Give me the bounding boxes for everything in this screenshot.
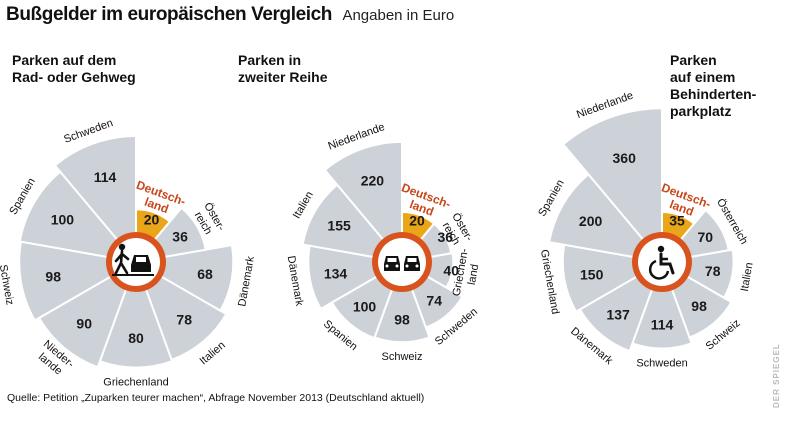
chart-1-value-schweiz: 98	[394, 312, 410, 328]
chart-1-value-deutschland: 20	[409, 213, 425, 229]
chart-1-value-schweden: 74	[426, 292, 442, 308]
chart-2-value-deutschland: 35	[669, 213, 685, 229]
chart-2-value-italien: 78	[705, 263, 721, 279]
source-note: Quelle: Petition „Zuparken teurer machen…	[7, 392, 425, 404]
chart-2-value-schweiz: 98	[691, 298, 707, 314]
chart-2-value-oesterreich: 70	[698, 229, 714, 245]
chart-0-label-griechenland: Griechenland	[103, 377, 168, 389]
chart-0-wedge-spanien	[18, 170, 139, 264]
chart-2-value-niederlande: 360	[613, 150, 637, 166]
chart-2-label-italien: Italien	[739, 262, 756, 293]
chart-1-label-schweiz: Schweiz	[382, 351, 423, 363]
chart-0-value-deutschland: 20	[144, 211, 160, 227]
chart-2-value-griechenland: 150	[580, 266, 604, 282]
chart-0-value-oesterreich: 36	[172, 229, 188, 245]
chart-1-value-griechenland: 40	[443, 263, 459, 279]
chart-1-label-daenemark: Dänemark	[285, 255, 306, 308]
title-row: Bußgelder im europäischen Vergleich Anga…	[6, 4, 454, 26]
chart-2-value-daenemark: 137	[606, 306, 630, 322]
chart-1-value-niederlande: 220	[361, 173, 385, 189]
chart-1-value-daenemark: 134	[324, 266, 348, 282]
chart-2-label-schweden: Schweden	[636, 358, 687, 370]
chart-0-pedestrian-car-icon	[112, 243, 154, 276]
chart-0-value-griechenland: 80	[128, 330, 144, 346]
chart-2-title: Parken in zweiter Reihe	[238, 52, 328, 85]
chart-0-value-schweden: 114	[94, 169, 117, 185]
page-title: Bußgelder im europäischen Vergleich	[6, 4, 332, 25]
chart-1-value-italien: 155	[327, 218, 351, 234]
publisher-credit: DER SPIEGEL	[772, 343, 781, 408]
chart-1-wedge-italien	[301, 183, 405, 264]
chart-2-value-spanien: 200	[579, 213, 603, 229]
chart-0-value-schweiz: 98	[45, 269, 61, 285]
chart-2-value-schweden: 114	[651, 316, 674, 332]
chart-0-wedge-italien	[134, 259, 228, 362]
chart-1-wedge-niederlande	[323, 140, 403, 265]
chart-2-wedge-daenemark	[578, 259, 664, 353]
chart-0-label-schweiz: Schweiz	[0, 264, 16, 306]
chart-0-wedge-griechenland	[98, 259, 174, 369]
chart-0-value-italien: 78	[176, 312, 192, 328]
chart-1-title: Parken auf dem Rad- oder Gehweg	[12, 52, 136, 85]
chart-2-wedge-niederlande	[561, 107, 663, 265]
chart-0-label-daenemark: Dänemark	[236, 255, 257, 308]
page-subtitle: Angaben in Euro	[342, 7, 455, 24]
chart-1-value-spanien: 100	[353, 299, 377, 315]
chart-1-value-oesterreich: 36	[438, 229, 454, 245]
chart-1-label-griechenland: Griechen-land	[451, 247, 484, 299]
chart-0-value-spanien: 100	[51, 212, 75, 228]
chart-1-sign-face	[378, 238, 426, 286]
chart-0-wedge-schweden	[53, 134, 137, 265]
chart-1-group: 20Deutsch-land36Öster-reich40Griechen-la…	[285, 121, 484, 363]
chart-2-label-griechenland: Griechenland	[538, 249, 561, 316]
chart-0-wedge-niederlande	[37, 259, 138, 369]
chart-3-title: Parken auf einem Behinderten- parkplatz	[670, 52, 757, 119]
chart-1-double-parking-icon	[384, 256, 420, 271]
chart-2-wheelchair-icon	[648, 245, 675, 280]
chart-0-value-daenemark: 68	[197, 266, 213, 282]
chart-2-wedge-spanien	[548, 172, 665, 264]
chart-0-value-niederlande: 90	[76, 316, 92, 332]
